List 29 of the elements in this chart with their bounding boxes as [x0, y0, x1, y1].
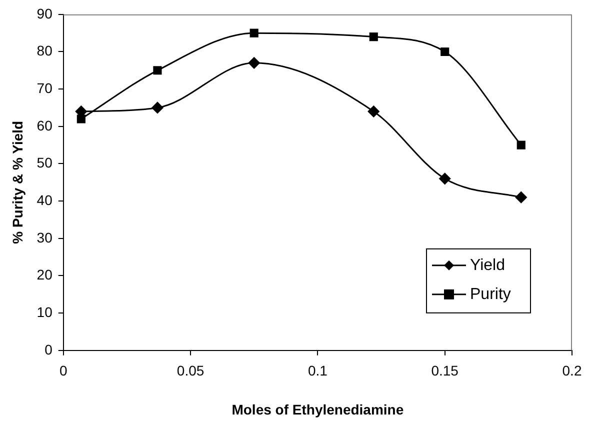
y-tick-label: 10	[36, 304, 53, 320]
point	[368, 106, 380, 118]
x-tick-label: 0	[59, 362, 68, 379]
point	[440, 47, 450, 56]
y-tick-label: 60	[36, 117, 53, 134]
x-tick-label: 0.15	[431, 362, 459, 379]
point	[248, 57, 260, 69]
y-tick-label: 30	[36, 229, 53, 246]
y-tick-label: 50	[36, 154, 53, 171]
point	[153, 66, 162, 75]
legend-label: Purity	[470, 286, 511, 303]
x-tick-label: 0.1	[308, 362, 328, 379]
point	[369, 32, 378, 42]
y-tick-label: 90	[36, 5, 53, 22]
point	[515, 192, 527, 204]
point	[516, 140, 526, 150]
point	[250, 28, 258, 38]
y-tick-label: 70	[36, 80, 53, 96]
x-tick-label: 0.2	[562, 362, 582, 379]
legend-label: Yield	[470, 256, 505, 274]
y-tick-label: 0	[44, 341, 53, 358]
x-axis-title: Moles of Ethylenediamine	[232, 401, 404, 418]
y-axis-title: % Purity & % Yield	[9, 120, 26, 244]
y-tick-label: 40	[36, 192, 53, 208]
x-tick-label: 0.05	[176, 362, 204, 379]
point	[152, 102, 164, 114]
y-tick-label: 80	[36, 42, 53, 59]
y-tick-label: 20	[36, 266, 53, 283]
point	[439, 172, 451, 184]
